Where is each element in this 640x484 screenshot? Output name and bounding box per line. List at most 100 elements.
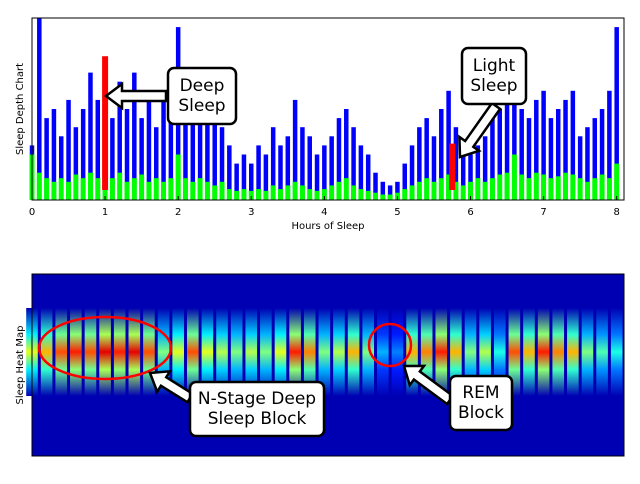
signal-stem [153, 178, 159, 200]
x-tick-label: 4 [321, 207, 327, 218]
signal-stem [146, 99, 152, 200]
x-tick-label: 3 [248, 207, 254, 218]
signal-stem [606, 178, 612, 200]
signal-stem [402, 163, 407, 200]
callout-arrow [103, 81, 168, 111]
signal-stem [248, 190, 254, 200]
callout-text: Sleep Block [208, 409, 307, 429]
callout-box [188, 380, 326, 438]
heat-column [435, 308, 448, 396]
signal-stem [168, 178, 174, 200]
signal-stem [599, 174, 605, 200]
heat-column [55, 308, 68, 396]
x-tick-label: 2 [175, 207, 181, 218]
signal-stem [161, 181, 167, 200]
callout-text: N-Stage Deep [198, 389, 316, 409]
signal-stem [182, 178, 188, 200]
signal-stem [102, 181, 108, 200]
signal-stem [504, 172, 510, 200]
signal-stem [300, 127, 305, 200]
signal-stem [263, 190, 269, 200]
x-tick-label: 6 [467, 207, 473, 218]
signal-stem [168, 109, 174, 200]
heat-column [260, 308, 272, 396]
signal-stem [139, 118, 144, 200]
signal-stem [373, 192, 379, 200]
signal-stem [402, 189, 408, 200]
signal-stem [227, 145, 232, 200]
signal-stem [73, 174, 79, 200]
heat-column [333, 308, 345, 396]
heat-column [172, 308, 184, 396]
signal-stem [66, 181, 72, 200]
heat-column [347, 308, 360, 396]
heat-column [318, 308, 331, 396]
signal-stem [439, 109, 444, 200]
heat-column [40, 308, 53, 396]
signal-stem [358, 189, 364, 200]
signal-stem [526, 118, 532, 200]
signal-stem [431, 136, 437, 200]
signal-stem [417, 127, 422, 200]
signal-stem [497, 109, 503, 200]
heat-column [596, 308, 608, 396]
signal-stem [66, 99, 71, 200]
signal-stem [314, 154, 320, 200]
signal-stem [577, 178, 583, 200]
signal-stem [541, 174, 547, 200]
callout-box [448, 374, 514, 432]
signal-stem [44, 118, 49, 200]
signal-stem [526, 178, 532, 200]
signal-stem [263, 154, 269, 200]
signal-stem [460, 185, 466, 200]
signal-stem [256, 189, 262, 200]
callout-text: REM [462, 383, 499, 403]
callout-box [460, 46, 528, 106]
signal-stem [95, 178, 101, 200]
heat-column [464, 308, 477, 396]
signal-stem [117, 172, 123, 200]
x-tick-label: 7 [540, 207, 546, 218]
signal-stem [161, 90, 166, 200]
signal-stem [570, 90, 576, 200]
signal-stem [511, 154, 517, 200]
signal-stem [344, 109, 349, 200]
signal-stem [482, 181, 488, 200]
signal-stem [489, 178, 495, 200]
signal-stem [307, 136, 312, 200]
signal-stem [438, 178, 444, 200]
heat-column [450, 308, 462, 396]
signal-stem [234, 190, 240, 200]
signal-stem [512, 63, 517, 200]
callout-box [166, 66, 238, 126]
y-axis-label: Sleep Heat Map [15, 326, 26, 405]
signal-stem [204, 181, 210, 200]
signal-stem [183, 99, 188, 200]
signal-stem [117, 81, 122, 200]
signal-stem [314, 190, 320, 200]
callout-text: Light [473, 56, 516, 76]
signal-stem [614, 27, 619, 200]
callout-arrow [458, 101, 502, 159]
signal-stem [584, 181, 590, 200]
heat-column [99, 308, 111, 396]
signal-stem [197, 178, 203, 200]
signal-stem [124, 109, 130, 200]
signal-stem [336, 181, 342, 200]
signal-stem [490, 118, 495, 200]
signal-stem [270, 185, 276, 200]
signal-stem [548, 118, 554, 200]
signal-stem [424, 118, 429, 200]
signal-stem [599, 109, 605, 200]
heat-column [157, 308, 170, 396]
heat-column [128, 308, 141, 396]
signal-stem [497, 174, 503, 200]
signal-stem [424, 178, 430, 200]
x-axis-label: Hours of Sleep [291, 221, 364, 232]
signal-stem [234, 163, 239, 200]
signal-stem [555, 109, 561, 200]
heat-column [230, 308, 243, 396]
signal-stem [321, 189, 327, 200]
signal-stem [80, 109, 86, 200]
